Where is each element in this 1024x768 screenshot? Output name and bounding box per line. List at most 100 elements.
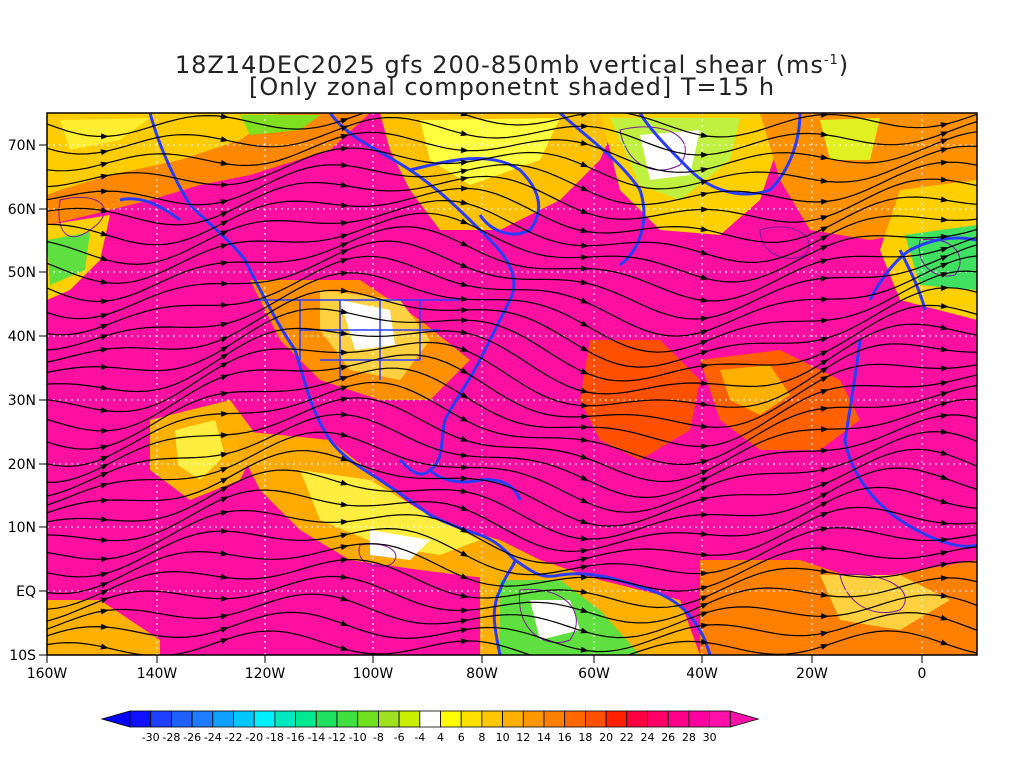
streamline-arrowhead: [580, 646, 589, 653]
chart-title-line1: 18Z14DEC2025 gfs 200-850mb vertical shea…: [0, 48, 1024, 78]
streamline-arrowhead: [700, 132, 709, 139]
streamline-arrowhead: [820, 545, 829, 552]
shade-region: [340, 300, 395, 350]
streamline-arrowhead: [940, 246, 949, 253]
streamline-arrowhead: [220, 260, 229, 267]
colorbar-label: 4: [437, 731, 444, 744]
colorbar-swatch: [502, 710, 524, 728]
contour: [918, 238, 961, 277]
streamline-arrowhead: [340, 330, 349, 337]
streamline: [47, 486, 977, 552]
streamline-arrowhead: [100, 497, 109, 504]
streamline-arrowhead: [340, 308, 349, 315]
streamline-arrowhead: [820, 613, 829, 620]
title-prefix: 18Z14DEC2025 gfs 200-850mb vertical shea…: [174, 51, 824, 79]
streamline-arrowhead: [940, 550, 949, 557]
streamline-arrowhead: [100, 334, 109, 341]
map-area: [47, 113, 977, 655]
colorbar-label: 26: [661, 731, 675, 744]
streamline-arrowhead: [340, 181, 349, 188]
colorbar-min-arrow: [100, 710, 131, 728]
streamline-arrowhead: [700, 595, 709, 602]
streamline-arrowhead: [700, 485, 709, 492]
streamline-arrowhead: [580, 227, 589, 234]
streamline-arrowhead: [100, 471, 109, 478]
streamline-arrowhead: [100, 643, 109, 650]
shade-region: [300, 470, 480, 555]
streamline-arrowhead: [100, 312, 109, 319]
streamline-arrowhead: [700, 329, 709, 336]
streamline-arrowhead: [460, 638, 469, 645]
colorbar-label: -30: [142, 731, 160, 744]
streamline-arrowhead: [700, 339, 709, 346]
streamline-arrowhead: [340, 544, 349, 551]
streamline-arrowhead: [340, 501, 349, 508]
streamline-arrowhead: [220, 410, 229, 417]
colorbar-swatch: [460, 710, 483, 728]
streamline-arrowhead: [340, 220, 349, 227]
chart-title-line2: [Only zonal componetnt shaded] T=15 h: [248, 73, 776, 101]
streamline: [47, 175, 977, 226]
streamline-arrowhead: [820, 591, 829, 598]
streamline-arrowhead: [580, 535, 589, 542]
streamline-arrowhead: [700, 469, 709, 476]
streamline-arrowhead: [580, 265, 589, 272]
streamline-arrowhead: [700, 363, 709, 370]
streamline-arrowhead: [340, 375, 349, 382]
streamline-arrowhead: [100, 623, 109, 630]
streamline: [47, 226, 977, 303]
streamline-arrowhead: [460, 505, 469, 511]
streamline-arrowhead: [460, 526, 469, 533]
contour: [759, 226, 810, 259]
streamline-arrowhead: [700, 423, 709, 430]
streamline-arrowhead: [700, 249, 709, 256]
streamline-arrowhead: [940, 391, 949, 398]
streamline-arrowhead: [940, 159, 949, 166]
streamline-arrowhead: [700, 191, 709, 198]
streamline-arrowhead: [220, 550, 229, 557]
lat-label: 70N: [8, 138, 36, 154]
streamline-arrowhead: [340, 479, 349, 486]
streamline-arrowhead: [220, 345, 229, 353]
streamline-arrowhead: [460, 130, 469, 137]
streamline-arrowhead: [820, 317, 829, 324]
streamline-arrowhead: [220, 243, 229, 250]
streamline-arrowhead: [340, 133, 349, 140]
streamline-arrowhead: [820, 275, 829, 282]
colorbar-swatch: [440, 710, 462, 728]
streamline-arrowhead: [100, 173, 109, 180]
streamline-arrowhead: [940, 474, 949, 480]
lat-label: 30N: [8, 393, 36, 409]
streamline-arrowhead: [220, 302, 229, 309]
colorbar-swatch: [419, 710, 441, 728]
streamline-arrowhead: [220, 486, 229, 493]
axis-ticks: [39, 144, 923, 663]
streamline-arrowhead: [700, 602, 709, 609]
streamline-arrowhead: [820, 198, 829, 205]
streamline-arrowhead: [700, 443, 709, 450]
streamline-arrowhead: [220, 390, 229, 397]
streamline-arrowhead: [340, 645, 349, 651]
colorbar-label: 6: [458, 731, 465, 744]
colorbar-label: -8: [373, 731, 384, 744]
streamline-arrowhead: [100, 255, 109, 262]
lat-label: EQ: [16, 584, 36, 600]
streamline-arrowhead: [340, 162, 349, 169]
streamline-arrowhead: [220, 353, 229, 360]
shade-region: [580, 340, 700, 460]
lat-label: 10N: [8, 520, 36, 536]
streamline-arrowhead: [940, 412, 949, 419]
colorbar-swatch: [667, 710, 690, 728]
streamline-arrowhead: [940, 122, 949, 129]
streamline-arrowhead: [700, 496, 709, 503]
streamline-arrowhead: [460, 199, 469, 206]
streamline-arrowhead: [580, 123, 589, 130]
streamline-arrowhead: [460, 218, 469, 225]
streamline-arrowhead: [940, 147, 949, 154]
streamline-arrowhead: [100, 363, 109, 370]
state-borders: [250, 299, 460, 380]
streamline-arrowhead: [100, 207, 109, 214]
streamline-arrowhead: [940, 449, 949, 456]
streamline-arrowhead: [820, 447, 829, 454]
